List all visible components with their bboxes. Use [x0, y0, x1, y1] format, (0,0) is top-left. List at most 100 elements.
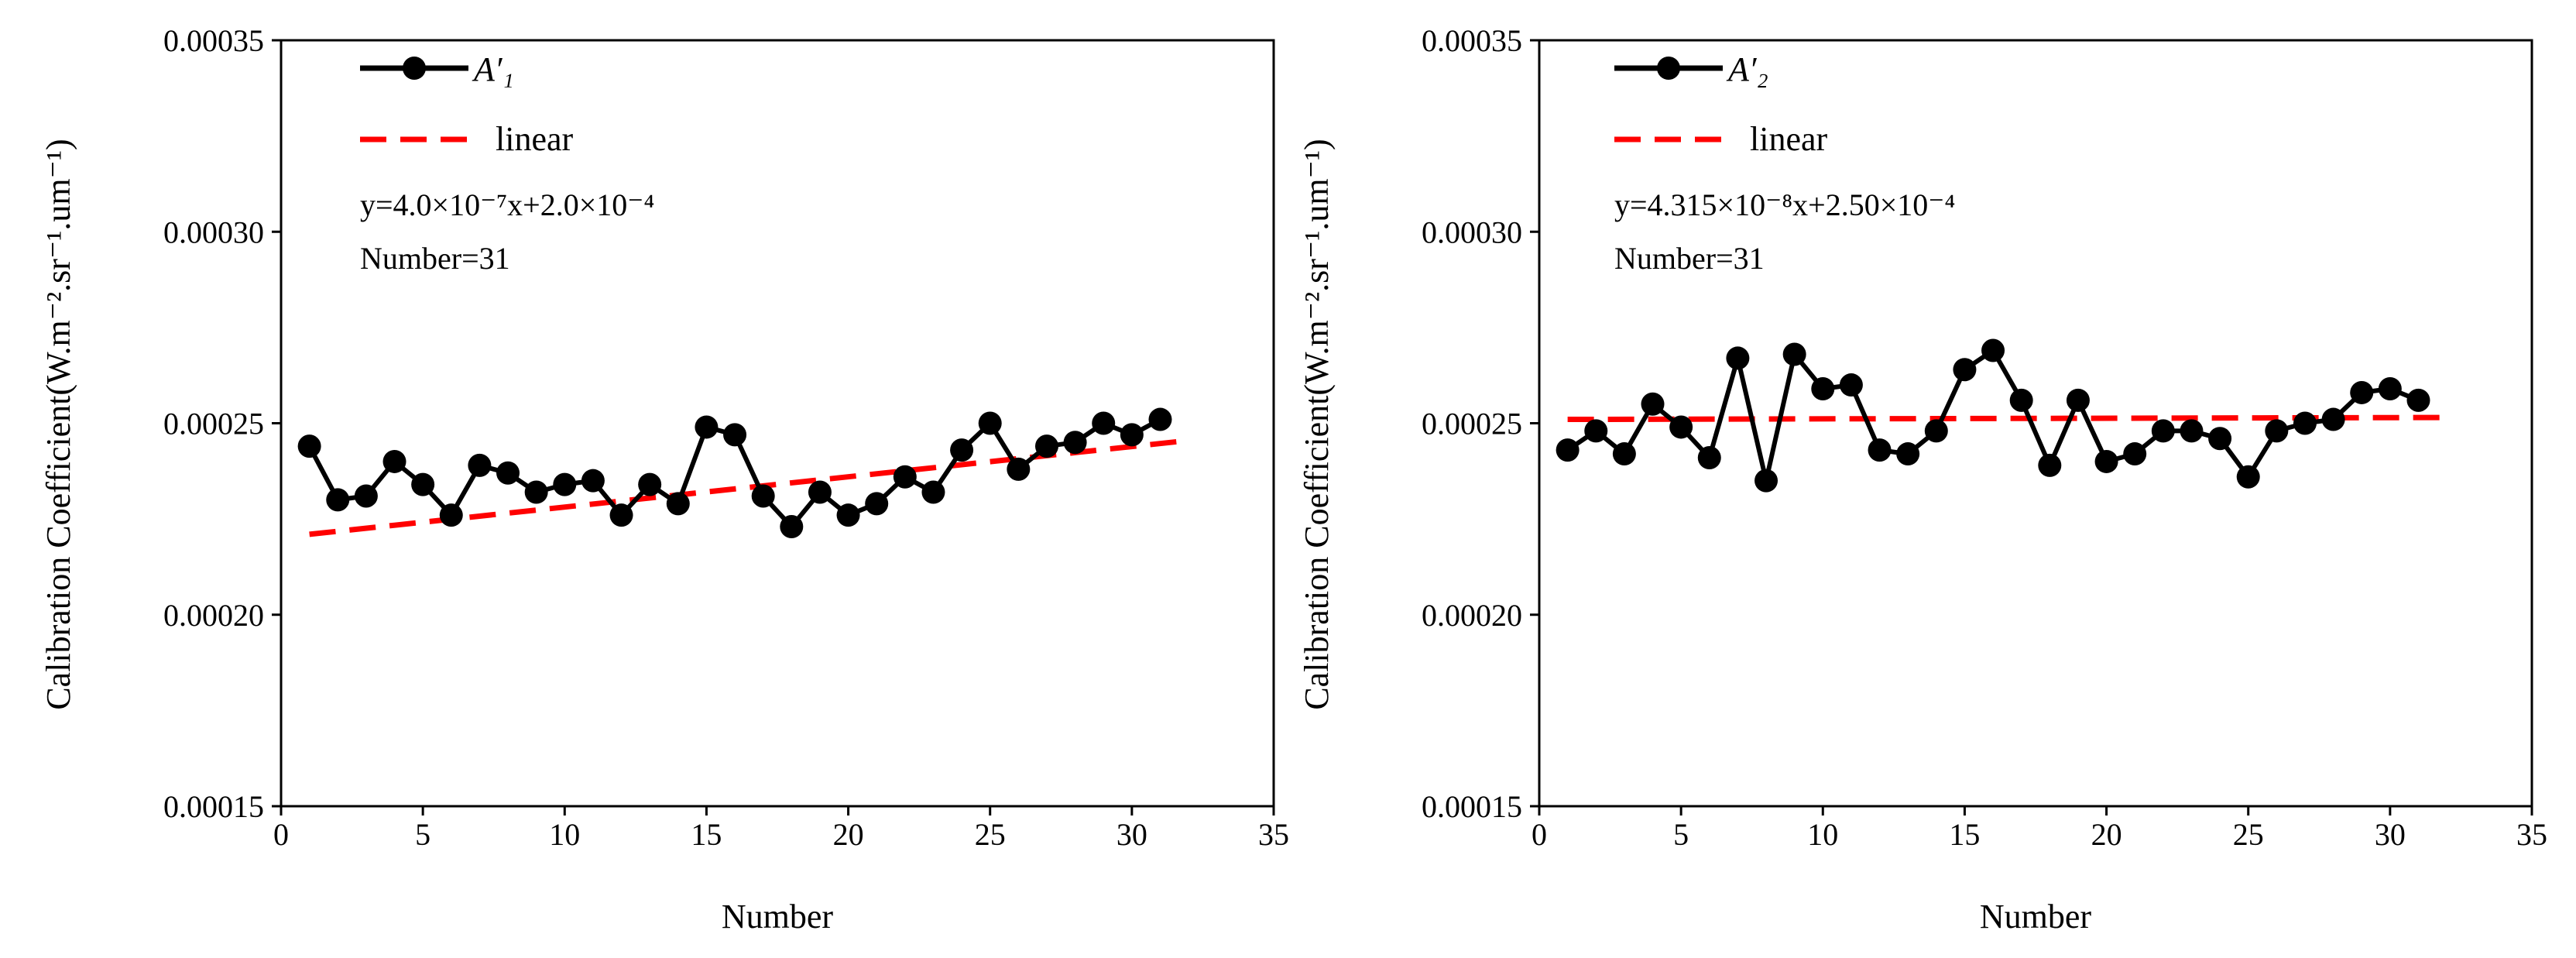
- legend: A′₁ linear: [360, 50, 574, 158]
- data-point: [1811, 376, 1835, 400]
- x-tick-label: 30: [1116, 817, 1147, 852]
- data-point: [921, 480, 945, 504]
- data-point: [326, 488, 350, 512]
- plot-frame: [280, 39, 1275, 808]
- data-point: [1839, 373, 1863, 397]
- data-point: [1868, 438, 1892, 462]
- x-tick-label: 0: [273, 817, 289, 852]
- y-tick-label: 0.00015: [1422, 789, 1522, 824]
- x-tick-label: 35: [1258, 817, 1289, 852]
- legend-fit-label: linear: [1750, 120, 1828, 158]
- data-point: [2236, 465, 2260, 489]
- data-point: [2406, 388, 2430, 412]
- data-point: [496, 461, 520, 485]
- y-tick-label: 0.00025: [1422, 407, 1522, 441]
- data-point: [297, 434, 321, 458]
- x-tick-label: 15: [1949, 817, 1980, 852]
- data-point: [2265, 419, 2289, 443]
- data-point: [893, 465, 917, 489]
- y-tick-label: 0.00025: [163, 407, 264, 441]
- data-point: [1612, 442, 1636, 466]
- data-point: [1782, 342, 1806, 366]
- data-point: [808, 480, 832, 504]
- data-point: [1148, 407, 1172, 431]
- data-point: [1981, 338, 2005, 362]
- data-point: [638, 472, 662, 496]
- data-point: [2293, 411, 2317, 435]
- data-point: [1034, 434, 1058, 458]
- data-point: [1669, 415, 1693, 439]
- data-point: [354, 484, 378, 508]
- data-point: [411, 472, 435, 496]
- chart-panel-a1: 0 5 10 15 20 25 30 35 0.00015 0.00020 0.00025 0.000…: [39, 23, 1289, 936]
- x-tick-label: 15: [691, 817, 722, 852]
- data-point: [1063, 431, 1087, 455]
- data-point: [1896, 442, 1920, 466]
- data-point: [865, 492, 889, 516]
- x-tick-label: 10: [1807, 817, 1838, 852]
- sample-count: Number=31: [360, 241, 510, 276]
- data-point: [950, 438, 974, 462]
- fit-equation: y=4.315×10⁻⁸x+2.50×10⁻⁴: [1614, 187, 1955, 222]
- y-tick-label: 0.00030: [1422, 215, 1522, 249]
- data-point: [2180, 419, 2204, 443]
- data-point: [2321, 407, 2345, 431]
- data-point: [609, 503, 633, 527]
- x-tick-label: 5: [415, 817, 430, 852]
- legend-series-marker: [403, 57, 426, 80]
- data-point: [524, 480, 548, 504]
- data-point: [2066, 388, 2090, 412]
- data-point: [695, 415, 719, 439]
- x-tick-label: 20: [2091, 817, 2122, 852]
- data-point: [1697, 446, 1721, 470]
- data-point: [780, 515, 804, 539]
- data-point: [1092, 411, 1116, 435]
- data-point: [2123, 442, 2147, 466]
- y-tick-label: 0.00035: [163, 23, 264, 58]
- legend-series-label: A′₁: [472, 50, 514, 88]
- data-point: [1556, 438, 1580, 462]
- data-point: [382, 449, 406, 473]
- y-axis-label: Calibration Coefficient(W.m⁻².sr⁻¹.um⁻¹): [39, 139, 77, 709]
- data-point: [836, 503, 860, 527]
- data-point: [1641, 392, 1665, 416]
- data-point: [468, 453, 492, 477]
- data-point: [1726, 346, 1750, 370]
- y-tick-label: 0.00035: [1422, 23, 1522, 58]
- legend-fit-label: linear: [496, 120, 574, 158]
- data-point: [751, 484, 775, 508]
- data-point: [666, 492, 690, 516]
- x-axis-label: Number: [722, 898, 834, 936]
- sample-count: Number=31: [1614, 241, 1765, 276]
- x-tick-label: 20: [833, 817, 864, 852]
- data-point: [978, 411, 1002, 435]
- fit-equation: y=4.0×10⁻⁷x+2.0×10⁻⁴: [360, 187, 654, 222]
- data-point: [723, 423, 747, 447]
- data-point: [1924, 419, 1948, 443]
- x-tick-label: 30: [2375, 817, 2406, 852]
- data-point: [1953, 358, 1977, 382]
- x-tick-label: 35: [2516, 817, 2547, 852]
- x-tick-label: 25: [975, 817, 1006, 852]
- data-point: [2350, 380, 2374, 404]
- x-axis-label: Number: [1980, 898, 2092, 936]
- data-point: [2094, 449, 2118, 473]
- x-tick-label: 10: [549, 817, 580, 852]
- data-point: [1584, 419, 1608, 443]
- legend-series-marker: [1657, 57, 1680, 80]
- chart-panel-a2: 0 5 10 15 20 25 30 35 0.00015 0.00020 0.00025 0.000…: [1298, 23, 2547, 936]
- data-point: [1120, 423, 1144, 447]
- x-tick-label: 25: [2233, 817, 2264, 852]
- data-point: [2378, 376, 2402, 400]
- y-tick-label: 0.00020: [163, 598, 264, 633]
- y-axis-label: Calibration Coefficient(W.m⁻².sr⁻¹.um⁻¹): [1298, 139, 1336, 709]
- legend-series-label: A′₂: [1726, 50, 1768, 88]
- series-line: [1566, 348, 2420, 483]
- data-point: [2009, 388, 2033, 412]
- x-tick-label: 0: [1532, 817, 1547, 852]
- y-tick-label: 0.00030: [163, 215, 264, 249]
- y-tick-label: 0.00020: [1422, 598, 1522, 633]
- data-point: [2208, 427, 2232, 451]
- data-point: [1754, 469, 1779, 493]
